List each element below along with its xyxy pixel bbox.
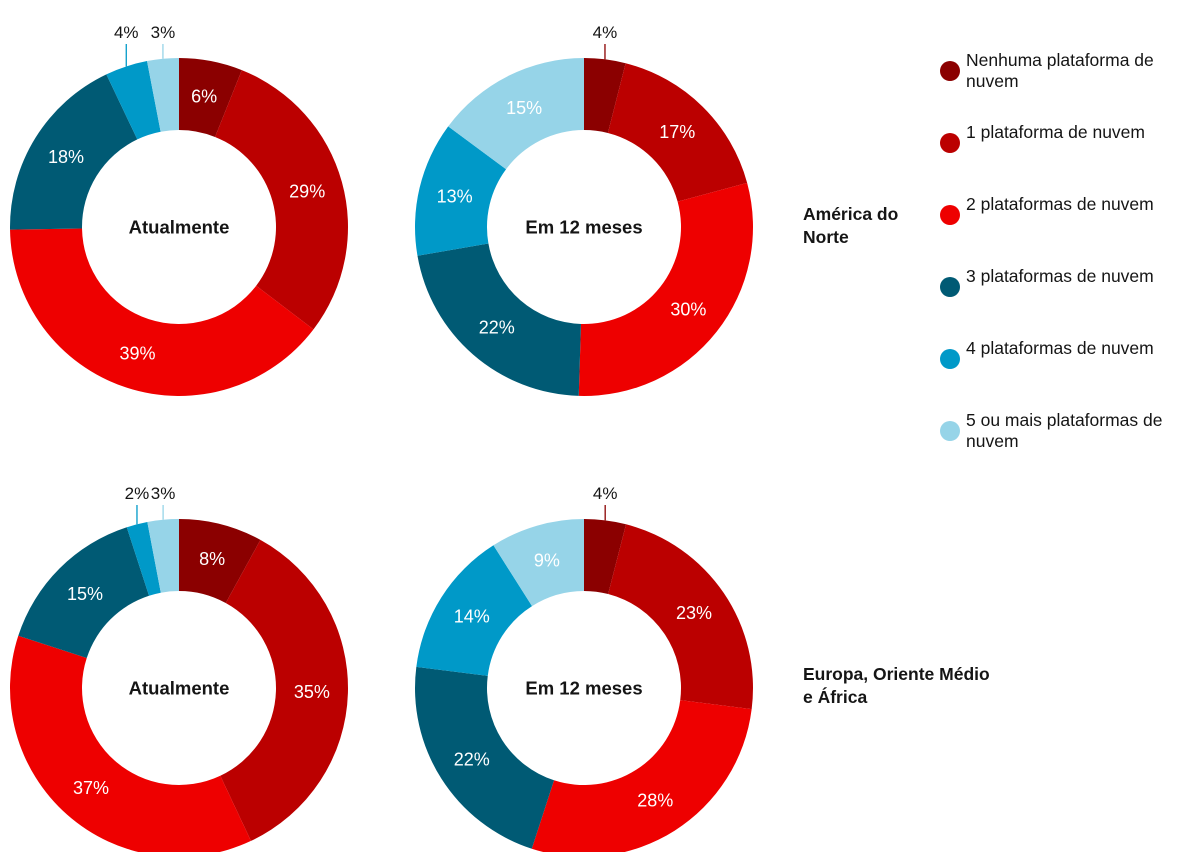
slice-data-label: 37% <box>73 778 109 798</box>
donut-chart-3: 8% 35% 37% 15% 2% 3% Atualmente <box>9 484 348 852</box>
legend-swatch <box>940 277 960 297</box>
donut-center-label: Em 12 meses <box>525 217 642 238</box>
donut-chart-4: 4% 23% 28% 22% 14% 9% Em 12 meses <box>415 484 753 852</box>
donut-slice <box>415 126 507 256</box>
legend-label: 5 ou mais plataformas de nuvem <box>966 410 1163 451</box>
donut-slice <box>416 545 533 676</box>
legend-swatch <box>940 421 960 441</box>
legend-swatch <box>940 61 960 81</box>
donut-slice <box>179 519 261 603</box>
slice-data-label: 3% <box>151 23 176 42</box>
legend-swatch <box>940 349 960 369</box>
legend-swatch <box>940 205 960 225</box>
donut-slice <box>106 61 161 140</box>
donut-slice <box>215 70 348 330</box>
donut-chart-1: 6% 29% 39% 18% 4% 3% Atualmente <box>10 23 348 396</box>
donut-slice <box>10 74 138 230</box>
donut-slice <box>584 519 627 595</box>
slice-data-label: 39% <box>119 343 155 363</box>
region-label-emea: Europa, Oriente Médio e África <box>803 664 990 707</box>
slice-data-label: 15% <box>506 98 542 118</box>
slice-data-label: 15% <box>67 584 103 604</box>
donut-center-label: Atualmente <box>129 217 230 238</box>
legend-item-5: 5 ou mais plataformas de nuvem <box>940 410 1190 482</box>
legend-label: 2 plataformas de nuvem <box>966 194 1154 214</box>
donut-slice <box>584 58 626 133</box>
slice-data-label: 2% <box>125 484 150 503</box>
slice-data-label: 4% <box>593 23 618 42</box>
donut-slice <box>415 666 555 849</box>
donut-chart-2: 4% 17% 30% 22% 13% 15% Em 12 meses <box>415 23 754 396</box>
legend-label: 1 plataforma de nuvem <box>966 122 1145 142</box>
slice-data-label: 29% <box>289 182 325 202</box>
donut-slice <box>493 519 584 607</box>
legend: Nenhuma plataforma de nuvem 1 plataforma… <box>940 50 1190 482</box>
slice-data-label: 13% <box>437 186 473 206</box>
donut-center-label: Em 12 meses <box>525 678 642 699</box>
slice-data-label: 8% <box>199 549 225 569</box>
donut-slice <box>448 58 584 170</box>
donut-slice <box>18 527 150 659</box>
donut-slice <box>417 243 581 396</box>
legend-item-2: 2 plataformas de nuvem <box>940 194 1190 266</box>
legend-item-3: 3 plataformas de nuvem <box>940 266 1190 338</box>
slice-data-label: 4% <box>114 23 139 42</box>
donut-slice <box>607 63 748 202</box>
donut-slice <box>147 519 179 593</box>
donut-slice <box>578 182 754 396</box>
donut-slice <box>126 521 161 596</box>
slice-data-label: 22% <box>454 749 490 769</box>
slice-data-label: 35% <box>294 682 330 702</box>
slice-data-label: 4% <box>593 484 618 503</box>
slice-data-label: 9% <box>534 550 560 570</box>
region-label-north-america: América do Norte <box>803 204 899 247</box>
legend-swatch <box>940 133 960 153</box>
donut-slice <box>220 539 348 841</box>
legend-label: 3 plataformas de nuvem <box>966 266 1154 286</box>
donut-center-label: Atualmente <box>129 678 230 699</box>
legend-label: 4 plataformas de nuvem <box>966 338 1154 358</box>
slice-data-label: 28% <box>637 790 673 810</box>
slice-data-label: 23% <box>676 603 712 623</box>
slice-data-label: 22% <box>479 317 515 337</box>
donut-slice <box>608 524 753 710</box>
slice-data-label: 14% <box>454 607 490 627</box>
slice-data-label: 30% <box>670 299 706 319</box>
donut-slice <box>10 228 314 396</box>
slice-data-label: 3% <box>151 484 176 503</box>
legend-label: Nenhuma plataforma de nuvem <box>966 50 1154 91</box>
donut-slice <box>179 58 242 137</box>
donut-slice <box>9 635 251 852</box>
legend-item-1: 1 plataforma de nuvem <box>940 122 1190 194</box>
slice-data-label: 17% <box>659 122 695 142</box>
legend-item-none: Nenhuma plataforma de nuvem <box>940 50 1190 122</box>
slice-data-label: 6% <box>191 86 217 106</box>
legend-item-4: 4 plataformas de nuvem <box>940 338 1190 410</box>
slice-data-label: 18% <box>48 147 84 167</box>
donut-slice <box>531 700 752 852</box>
donut-slice <box>147 58 179 132</box>
